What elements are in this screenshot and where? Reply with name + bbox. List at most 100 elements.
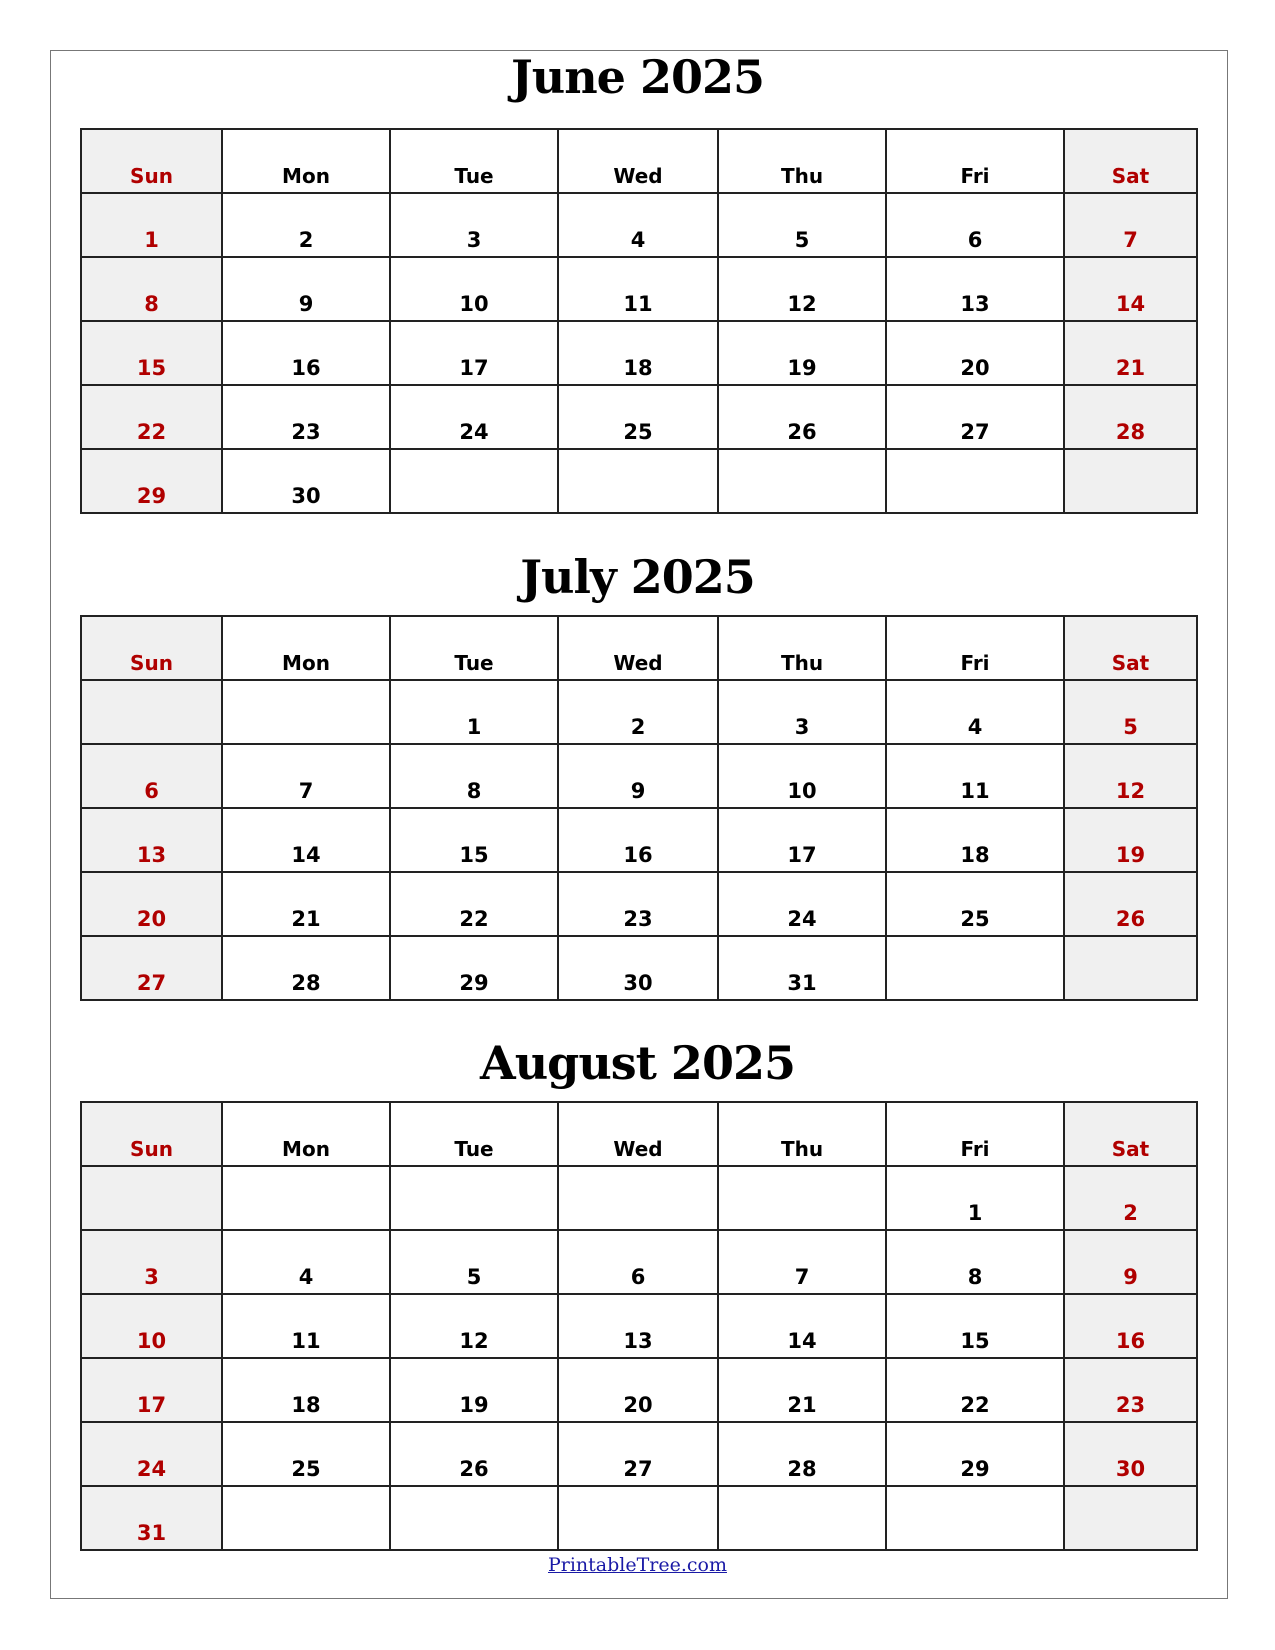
day-cell: 10 (717, 743, 887, 809)
footer: PrintableTree.com (0, 1554, 1275, 1576)
weekday-wed: Wed (557, 1101, 719, 1167)
day-cell: 19 (389, 1357, 559, 1423)
day-cell: 17 (80, 1357, 223, 1423)
day-cell: 11 (557, 256, 719, 322)
empty-cell (221, 1165, 391, 1231)
weekday-thu: Thu (717, 615, 887, 681)
day-cell: 28 (221, 935, 391, 1001)
day-cell: 21 (221, 871, 391, 937)
day-cell: 7 (717, 1229, 887, 1295)
empty-cell (717, 1165, 887, 1231)
weekday-sat: Sat (1063, 615, 1198, 681)
weekday-fri: Fri (885, 1101, 1065, 1167)
empty-cell (557, 448, 719, 514)
day-cell: 20 (885, 320, 1065, 386)
day-cell: 23 (557, 871, 719, 937)
day-cell: 5 (389, 1229, 559, 1295)
empty-cell (1063, 935, 1198, 1001)
weekday-mon: Mon (221, 128, 391, 194)
week-row: 24 25 26 27 28 29 30 (80, 1421, 1198, 1487)
month-title-july: July 2025 (520, 550, 755, 604)
day-cell: 20 (557, 1357, 719, 1423)
day-cell: 27 (557, 1421, 719, 1487)
empty-cell (221, 1485, 391, 1551)
day-cell: 9 (1063, 1229, 1198, 1295)
footer-link[interactable]: PrintableTree.com (547, 1554, 727, 1576)
day-cell: 14 (221, 807, 391, 873)
day-cell: 13 (80, 807, 223, 873)
day-cell: 16 (1063, 1293, 1198, 1359)
day-cell: 16 (221, 320, 391, 386)
empty-cell (717, 1485, 887, 1551)
empty-cell (885, 448, 1065, 514)
weekday-header-row: Sun Mon Tue Wed Thu Fri Sat (80, 128, 1198, 194)
week-row: 8 9 10 11 12 13 14 (80, 256, 1198, 322)
weekday-fri: Fri (885, 128, 1065, 194)
week-row: 13 14 15 16 17 18 19 (80, 807, 1198, 873)
empty-cell (1063, 1485, 1198, 1551)
weekday-fri: Fri (885, 615, 1065, 681)
day-cell: 22 (389, 871, 559, 937)
day-cell: 1 (389, 679, 559, 745)
day-cell: 26 (717, 384, 887, 450)
weekday-sat: Sat (1063, 128, 1198, 194)
day-cell: 31 (80, 1485, 223, 1551)
weekday-header-row: Sun Mon Tue Wed Thu Fri Sat (80, 615, 1198, 681)
day-cell: 9 (557, 743, 719, 809)
empty-cell (221, 679, 391, 745)
week-row: 27 28 29 30 31 (80, 935, 1198, 1001)
day-cell: 5 (1063, 679, 1198, 745)
day-cell: 6 (885, 192, 1065, 258)
day-cell: 19 (717, 320, 887, 386)
day-cell: 30 (1063, 1421, 1198, 1487)
week-row: 17 18 19 20 21 22 23 (80, 1357, 1198, 1423)
week-row: 20 21 22 23 24 25 26 (80, 871, 1198, 937)
day-cell: 8 (80, 256, 223, 322)
day-cell: 3 (389, 192, 559, 258)
day-cell: 2 (1063, 1165, 1198, 1231)
day-cell: 4 (885, 679, 1065, 745)
day-cell: 28 (1063, 384, 1198, 450)
day-cell: 8 (389, 743, 559, 809)
weekday-tue: Tue (389, 1101, 559, 1167)
day-cell: 4 (557, 192, 719, 258)
empty-cell (717, 448, 887, 514)
empty-cell (885, 1485, 1065, 1551)
day-cell: 22 (80, 384, 223, 450)
day-cell: 29 (885, 1421, 1065, 1487)
empty-cell (80, 679, 223, 745)
weekday-mon: Mon (221, 615, 391, 681)
day-cell: 5 (717, 192, 887, 258)
day-cell: 7 (221, 743, 391, 809)
day-cell: 8 (885, 1229, 1065, 1295)
day-cell: 17 (717, 807, 887, 873)
day-cell: 6 (557, 1229, 719, 1295)
weekday-sun: Sun (80, 615, 223, 681)
calendar-july: Sun Mon Tue Wed Thu Fri Sat 1 2 3 4 5 6 7 8 9 10 11 12 13 14… (80, 615, 1198, 1001)
empty-cell (80, 1165, 223, 1231)
day-cell: 13 (557, 1293, 719, 1359)
day-cell: 26 (1063, 871, 1198, 937)
day-cell: 20 (80, 871, 223, 937)
day-cell: 18 (221, 1357, 391, 1423)
empty-cell (389, 448, 559, 514)
day-cell: 19 (1063, 807, 1198, 873)
day-cell: 1 (80, 192, 223, 258)
day-cell: 12 (717, 256, 887, 322)
day-cell: 17 (389, 320, 559, 386)
weekday-thu: Thu (717, 1101, 887, 1167)
empty-cell (389, 1485, 559, 1551)
weekday-wed: Wed (557, 615, 719, 681)
day-cell: 29 (80, 448, 223, 514)
empty-cell (885, 935, 1065, 1001)
week-row: 31 (80, 1485, 1198, 1551)
day-cell: 13 (885, 256, 1065, 322)
weekday-header-row: Sun Mon Tue Wed Thu Fri Sat (80, 1101, 1198, 1167)
calendar-august: Sun Mon Tue Wed Thu Fri Sat 1 2 3 4 5 6 7 8 9 10 11 12 13 14… (80, 1101, 1198, 1551)
day-cell: 2 (557, 679, 719, 745)
weekday-wed: Wed (557, 128, 719, 194)
calendar-june: Sun Mon Tue Wed Thu Fri Sat 1 2 3 4 5 6 7 8 9 10 11 12 13 14… (80, 128, 1198, 514)
